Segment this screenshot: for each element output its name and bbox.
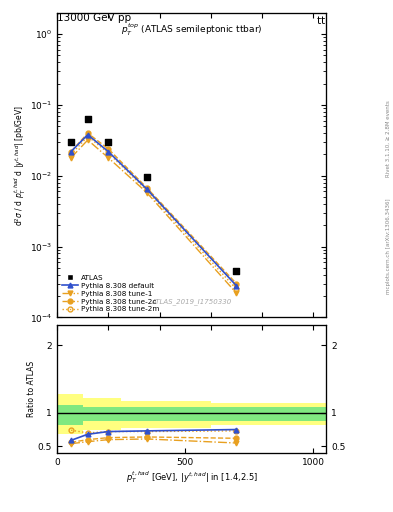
ATLAS [68, 138, 74, 146]
Line: Pythia 8.308 tune-1: Pythia 8.308 tune-1 [69, 138, 239, 295]
Pythia 8.308 tune-2m [144, 187, 149, 194]
Pythia 8.308 default [69, 148, 73, 155]
Pythia 8.308 tune-1 [106, 155, 110, 161]
Pythia 8.308 tune-2m [106, 150, 110, 156]
Pythia 8.308 tune-2c [85, 130, 90, 136]
Pythia 8.308 tune-1 [234, 290, 239, 296]
Pythia 8.308 default [85, 132, 90, 138]
Pythia 8.308 tune-2m [234, 286, 239, 292]
Pythia 8.308 tune-1 [85, 137, 90, 143]
ATLAS [84, 115, 91, 123]
Legend: ATLAS, Pythia 8.308 default, Pythia 8.308 tune-1, Pythia 8.308 tune-2c, Pythia 8: ATLAS, Pythia 8.308 default, Pythia 8.30… [61, 273, 161, 314]
X-axis label: $p_T^{t,had}$ [GeV], $|y^{t,had}|$ in [1.4,2.5]: $p_T^{t,had}$ [GeV], $|y^{t,had}|$ in [1… [126, 470, 257, 485]
Pythia 8.308 tune-2m [85, 133, 90, 139]
ATLAS [143, 173, 150, 181]
Pythia 8.308 tune-2m [69, 152, 73, 158]
Y-axis label: d$^2\sigma$ / d $p_T^{t,had}$ d $|y^{t,had}|$ [pb/GeV]: d$^2\sigma$ / d $p_T^{t,had}$ d $|y^{t,h… [13, 104, 28, 226]
Text: Rivet 3.1.10, ≥ 2.8M events: Rivet 3.1.10, ≥ 2.8M events [386, 100, 391, 177]
Pythia 8.308 tune-1 [69, 155, 73, 161]
Pythia 8.308 tune-2c [69, 148, 73, 155]
Y-axis label: Ratio to ATLAS: Ratio to ATLAS [28, 361, 37, 417]
ATLAS [233, 267, 240, 275]
Text: mcplots.cern.ch [arXiv:1306.3436]: mcplots.cern.ch [arXiv:1306.3436] [386, 198, 391, 293]
ATLAS [105, 138, 111, 146]
Text: t$\bar{\rm t}$: t$\bar{\rm t}$ [316, 13, 326, 27]
Pythia 8.308 tune-1 [144, 189, 149, 196]
Pythia 8.308 tune-2c [106, 146, 110, 152]
Text: 13000 GeV pp: 13000 GeV pp [57, 13, 131, 23]
Text: ATLAS_2019_I1750330: ATLAS_2019_I1750330 [151, 298, 232, 305]
Pythia 8.308 default [144, 186, 149, 192]
Pythia 8.308 tune-2c [234, 281, 239, 287]
Pythia 8.308 default [234, 283, 239, 289]
Line: Pythia 8.308 default: Pythia 8.308 default [69, 132, 239, 288]
Line: Pythia 8.308 tune-2m: Pythia 8.308 tune-2m [69, 134, 239, 292]
Pythia 8.308 default [106, 148, 110, 155]
Pythia 8.308 tune-2c [144, 184, 149, 190]
Line: Pythia 8.308 tune-2c: Pythia 8.308 tune-2c [69, 131, 239, 286]
Text: $p_T^{top}$ (ATLAS semileptonic ttbar): $p_T^{top}$ (ATLAS semileptonic ttbar) [121, 22, 263, 38]
